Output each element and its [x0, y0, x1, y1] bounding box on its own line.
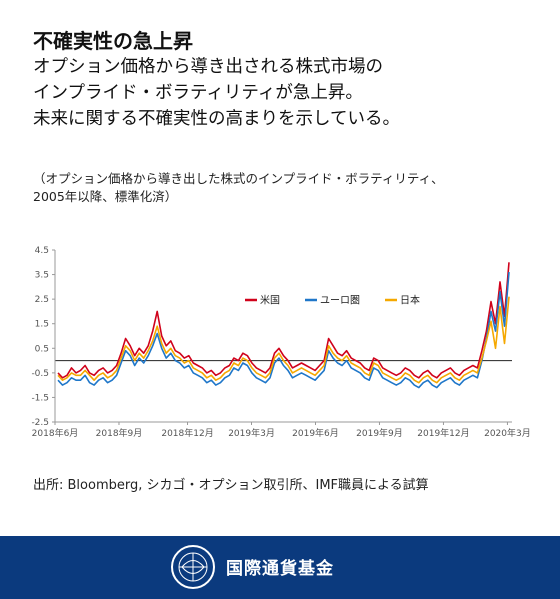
legend-label-2: 日本 [400, 294, 420, 307]
headline: 不確実性の急上昇 オプション価格から導き出される株式市場の インプライド・ボラテ… [33, 28, 548, 132]
legend-label-0: 米国 [260, 294, 280, 307]
imf-seal-icon [171, 545, 215, 589]
legend-label-1: ユーロ圏 [320, 295, 360, 307]
y-tick-label: -2.5 [31, 418, 49, 428]
series-line-0 [57, 262, 510, 379]
y-tick-label: -1.5 [31, 393, 49, 403]
series-line-1 [57, 272, 510, 389]
footer-banner: 国際通貨基金 [0, 536, 560, 599]
x-tick-label: 2019年9月 [356, 427, 403, 439]
chart-title: 不確実性の急上昇 [33, 29, 193, 53]
chart-note: （オプション価格から導き出した株式のインプライド・ボラティリティ、 2005年以… [33, 171, 444, 204]
chart-subtitle: オプション価格から導き出される株式市場の インプライド・ボラティリティが急上昇。… [33, 57, 400, 129]
x-tick-label: 2018年12月 [161, 427, 213, 439]
x-tick-label: 2019年6月 [292, 427, 339, 439]
y-tick-label: -0.5 [31, 369, 49, 379]
x-tick-label: 2019年3月 [228, 427, 275, 439]
x-tick-label: 2018年6月 [32, 427, 79, 439]
y-tick-label: 2.5 [35, 295, 49, 305]
y-tick-label: 3.5 [35, 271, 49, 281]
y-tick-label: 1.5 [35, 320, 49, 330]
y-tick-label: 0.5 [35, 344, 49, 354]
series-line-2 [57, 296, 510, 384]
x-tick-label: 2018年9月 [96, 427, 143, 439]
source-note: 出所: Bloomberg, シカゴ・オプション取引所、IMF職員による試算 [33, 478, 429, 493]
org-name: 国際通貨基金 [226, 559, 334, 579]
x-tick-label: 2020年3月 [484, 427, 531, 439]
x-tick-label: 2019年12月 [417, 427, 469, 439]
y-tick-label: 4.5 [35, 246, 49, 256]
